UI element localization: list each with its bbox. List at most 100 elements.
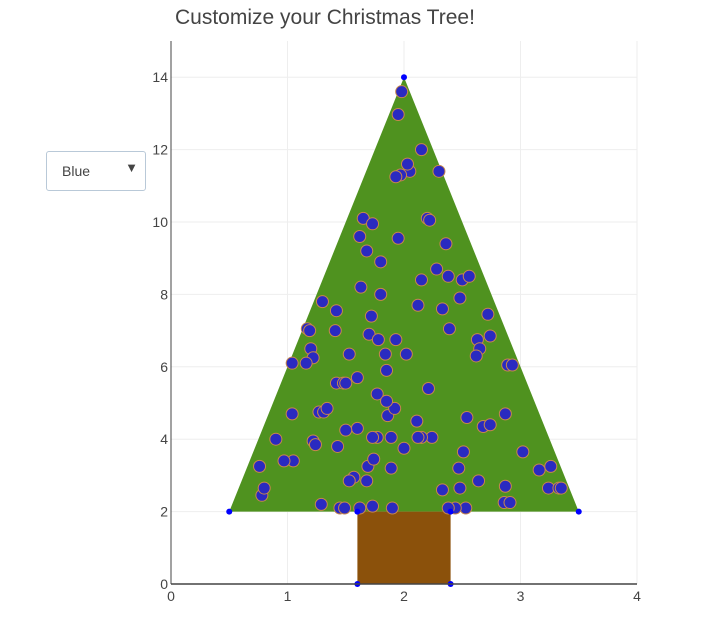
ornament-point[interactable] xyxy=(498,479,512,493)
ornament-point[interactable] xyxy=(366,430,380,444)
ornament-point[interactable] xyxy=(370,387,384,401)
ornament-point[interactable] xyxy=(338,501,352,515)
ornament-point[interactable] xyxy=(380,394,394,408)
ornament-point[interactable] xyxy=(350,371,364,385)
ornament-point[interactable] xyxy=(462,269,476,283)
ornament-point[interactable] xyxy=(481,307,495,321)
vertex-point xyxy=(226,508,233,515)
ornament-point[interactable] xyxy=(456,445,470,459)
ornament-point[interactable] xyxy=(439,237,453,251)
ornament-point[interactable] xyxy=(453,481,467,495)
color-dropdown[interactable]: Blue ▼ xyxy=(46,151,146,191)
ornament-point[interactable] xyxy=(299,356,313,370)
ornament-point[interactable] xyxy=(371,333,385,347)
ornament-point[interactable] xyxy=(389,333,403,347)
ornament-point[interactable] xyxy=(435,483,449,497)
ornament-point[interactable] xyxy=(366,217,380,231)
ornament-point[interactable] xyxy=(374,255,388,269)
ornament-point[interactable] xyxy=(374,287,388,301)
ornament-point[interactable] xyxy=(411,298,425,312)
ornament-point[interactable] xyxy=(435,302,449,316)
ornament-point[interactable] xyxy=(339,423,353,437)
ornament-point[interactable] xyxy=(516,445,530,459)
ornament-point[interactable] xyxy=(469,349,483,363)
ornament-point[interactable] xyxy=(453,291,467,305)
vertex-point xyxy=(447,508,454,515)
y-tick-label: 8 xyxy=(160,286,168,302)
ornament-point[interactable] xyxy=(354,280,368,294)
ornament-point[interactable] xyxy=(328,324,342,338)
ornament-point[interactable] xyxy=(308,438,322,452)
ornament-point[interactable] xyxy=(253,459,267,473)
tree-vertices xyxy=(226,74,582,587)
ornament-point[interactable] xyxy=(410,414,424,428)
ornament-point[interactable] xyxy=(460,410,474,424)
ornament-point[interactable] xyxy=(421,382,435,396)
ornament-point[interactable] xyxy=(285,407,299,421)
ornament-point[interactable] xyxy=(430,262,444,276)
ornament-point[interactable] xyxy=(414,273,428,287)
ornament-point[interactable] xyxy=(285,356,299,370)
ornament-point[interactable] xyxy=(315,295,329,309)
chart-title: Customize your Christmas Tree! xyxy=(175,6,475,29)
ornament-point[interactable] xyxy=(411,430,425,444)
ornament-point[interactable] xyxy=(505,358,519,372)
ornament-point[interactable] xyxy=(532,463,546,477)
ornament-point[interactable] xyxy=(432,164,446,178)
chevron-down-icon: ▼ xyxy=(125,160,138,175)
ornament-point[interactable] xyxy=(391,107,405,121)
ornament-point[interactable] xyxy=(360,474,374,488)
ornament-point[interactable] xyxy=(380,363,394,377)
ornament-point[interactable] xyxy=(385,501,399,515)
ornament-point[interactable] xyxy=(498,407,512,421)
ornament-point[interactable] xyxy=(378,347,392,361)
ornament-point[interactable] xyxy=(269,432,283,446)
ornament-point[interactable] xyxy=(399,347,413,361)
y-tick-label: 12 xyxy=(152,142,168,158)
y-tick-label: 4 xyxy=(160,431,168,447)
ornament-point[interactable] xyxy=(544,459,558,473)
x-tick-label: 4 xyxy=(633,588,641,604)
tree-triangle xyxy=(229,77,579,512)
x-tick-label: 2 xyxy=(400,588,408,604)
ornament-point[interactable] xyxy=(350,421,364,435)
ornament-point[interactable] xyxy=(483,418,497,432)
ornament-point[interactable] xyxy=(441,269,455,283)
ornament-point[interactable] xyxy=(452,461,466,475)
vertex-point xyxy=(575,508,582,515)
ornament-point[interactable] xyxy=(442,322,456,336)
ornament-point[interactable] xyxy=(391,231,405,245)
ornament-point[interactable] xyxy=(384,461,398,475)
ornament-point[interactable] xyxy=(257,481,271,495)
ornament-point[interactable] xyxy=(388,401,402,415)
ornament-point[interactable] xyxy=(395,85,409,99)
ornament-point[interactable] xyxy=(360,244,374,258)
ornament-point[interactable] xyxy=(389,170,403,184)
ornament-point[interactable] xyxy=(277,454,291,468)
ornament-point[interactable] xyxy=(483,329,497,343)
ornament-point[interactable] xyxy=(472,474,486,488)
x-tick-label: 0 xyxy=(167,588,175,604)
ornament-point[interactable] xyxy=(503,496,517,510)
ornament-point[interactable] xyxy=(366,499,380,513)
ornament-point[interactable] xyxy=(423,213,437,227)
ornament-point[interactable] xyxy=(384,430,398,444)
ornament-point[interactable] xyxy=(400,157,414,171)
ornament-point[interactable] xyxy=(314,497,328,511)
ornament-point[interactable] xyxy=(342,347,356,361)
ornament-point[interactable] xyxy=(320,401,334,415)
tree-trunk xyxy=(357,511,451,584)
ornament-point[interactable] xyxy=(342,474,356,488)
ornament-point[interactable] xyxy=(339,376,353,390)
ornament-point[interactable] xyxy=(331,439,345,453)
ornament-point[interactable] xyxy=(303,324,317,338)
ornament-point[interactable] xyxy=(329,304,343,318)
ornament-point[interactable] xyxy=(554,481,568,495)
ornament-point[interactable] xyxy=(414,143,428,157)
ornament-point[interactable] xyxy=(367,452,381,466)
ornament-point[interactable] xyxy=(353,229,367,243)
ornament-point[interactable] xyxy=(364,309,378,323)
ornament-point[interactable] xyxy=(397,441,411,455)
